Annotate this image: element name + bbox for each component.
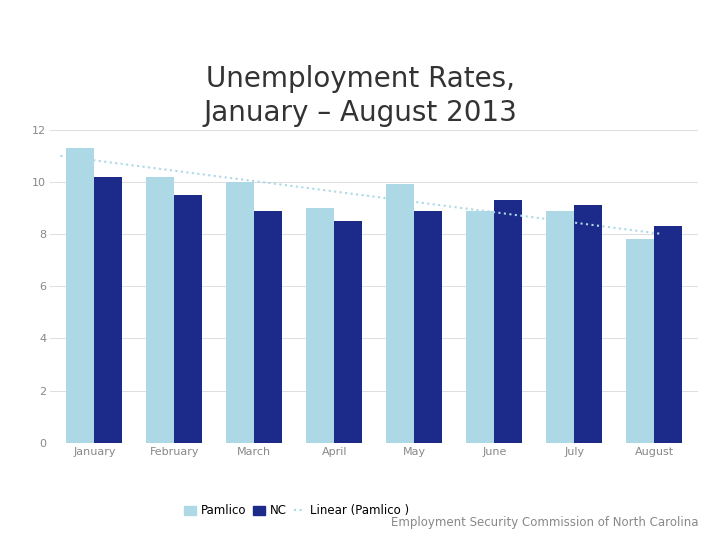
Bar xyxy=(546,211,575,443)
Text: Employment Security Commission of North Carolina: Employment Security Commission of North … xyxy=(391,516,698,529)
Bar xyxy=(415,211,442,443)
Bar xyxy=(387,185,415,443)
Legend: Pamlico, NC, Linear (Pamlico ): Pamlico, NC, Linear (Pamlico ) xyxy=(181,502,412,519)
Bar xyxy=(334,221,362,443)
Bar xyxy=(254,211,282,443)
Bar xyxy=(575,205,603,443)
Bar xyxy=(654,226,683,443)
Bar xyxy=(495,200,523,443)
Bar xyxy=(174,195,202,443)
Bar xyxy=(94,177,122,443)
Bar xyxy=(626,239,654,443)
Bar xyxy=(307,208,334,443)
Bar xyxy=(467,211,495,443)
Bar xyxy=(146,177,174,443)
Text: Unemployment Rates,
January – August 2013: Unemployment Rates, January – August 201… xyxy=(203,65,517,127)
Bar xyxy=(226,182,254,443)
Bar xyxy=(66,148,94,443)
